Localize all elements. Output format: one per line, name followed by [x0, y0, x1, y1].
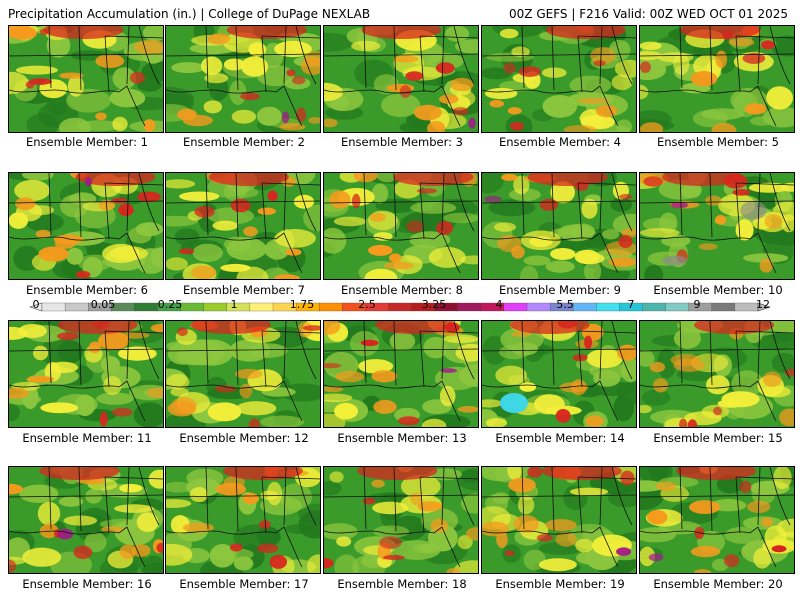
ensemble-member-label: Ensemble Member: 8	[341, 283, 463, 297]
precip-map	[166, 321, 320, 427]
ensemble-panel	[639, 25, 795, 133]
ensemble-member-label: Ensemble Member: 4	[499, 135, 621, 149]
ensemble-panel	[8, 466, 164, 574]
ensemble-panel	[481, 320, 637, 428]
precip-map	[482, 173, 636, 279]
legend-tick-label: 12	[756, 298, 770, 311]
legend-swatch	[596, 302, 620, 312]
precip-map	[640, 173, 794, 279]
ensemble-member-label: Ensemble Member: 16	[22, 577, 152, 591]
legend-tick-label: 7	[627, 298, 635, 311]
legend-tick-label: 4	[495, 298, 503, 311]
legend-tick-label: 1.75	[289, 298, 315, 311]
ensemble-panel	[639, 172, 795, 280]
ensemble-member-label: Ensemble Member: 15	[653, 431, 783, 445]
run-valid-time: 00Z GEFS | F216 Valid: 00Z WED OCT 01 20…	[509, 7, 788, 21]
ensemble-member-label: Ensemble Member: 10	[653, 283, 783, 297]
legend-swatch	[503, 302, 528, 312]
precip-map	[9, 467, 163, 573]
ensemble-panel	[8, 25, 164, 133]
ensemble-member-label: Ensemble Member: 11	[22, 431, 152, 445]
legend-tick-label: 0	[32, 298, 40, 311]
ensemble-panel	[165, 466, 321, 574]
legend-swatch	[665, 302, 690, 312]
precip-map	[324, 173, 478, 279]
ensemble-panel	[481, 172, 637, 280]
precip-map	[166, 26, 320, 132]
legend-swatch	[134, 302, 158, 312]
legend-tick-label: 3.25	[421, 298, 447, 311]
ensemble-member-label: Ensemble Member: 5	[657, 135, 779, 149]
precip-map	[640, 321, 794, 427]
ensemble-panel	[323, 320, 479, 428]
precip-map	[640, 467, 794, 573]
legend-swatch	[180, 302, 205, 312]
color-legend	[29, 302, 771, 312]
precip-map	[324, 321, 478, 427]
ensemble-panel	[323, 466, 479, 574]
precip-map	[324, 467, 478, 573]
ensemble-member-label: Ensemble Member: 17	[179, 577, 309, 591]
legend-swatch	[526, 302, 551, 312]
precip-map	[9, 321, 163, 427]
legend-tick-label: 1	[230, 298, 238, 311]
ensemble-member-label: Ensemble Member: 1	[26, 135, 148, 149]
legend-swatch	[734, 302, 759, 312]
ensemble-panel	[8, 172, 164, 280]
legend-swatch	[573, 302, 597, 312]
legend-right-arrow	[757, 302, 771, 312]
ensemble-member-label: Ensemble Member: 7	[183, 283, 305, 297]
ensemble-panel	[639, 320, 795, 428]
legend-swatch	[64, 302, 89, 312]
ensemble-panel	[8, 320, 164, 428]
precip-map	[9, 26, 163, 132]
precip-map	[166, 467, 320, 573]
precip-map	[9, 173, 163, 279]
legend-swatch	[249, 302, 274, 312]
precip-map	[482, 321, 636, 427]
legend-tick-label: 0.25	[157, 298, 183, 311]
legend-swatch	[41, 302, 66, 312]
ensemble-member-label: Ensemble Member: 9	[499, 283, 621, 297]
ensemble-panel	[165, 320, 321, 428]
ensemble-panel	[323, 25, 479, 133]
ensemble-member-label: Ensemble Member: 20	[653, 577, 783, 591]
legend-tick-label: 9	[693, 298, 701, 311]
ensemble-panel	[481, 466, 637, 574]
ensemble-member-label: Ensemble Member: 18	[337, 577, 467, 591]
precip-map	[482, 467, 636, 573]
legend-swatch	[203, 302, 228, 312]
ensemble-member-label: Ensemble Member: 13	[337, 431, 467, 445]
ensemble-member-label: Ensemble Member: 6	[26, 283, 148, 297]
chart-title: Precipitation Accumulation (in.) | Colle…	[8, 7, 371, 21]
ensemble-member-label: Ensemble Member: 2	[183, 135, 305, 149]
ensemble-panel	[639, 466, 795, 574]
precip-map	[166, 173, 320, 279]
precip-map	[324, 26, 478, 132]
ensemble-panel	[323, 172, 479, 280]
legend-tick-label: 2.5	[358, 298, 376, 311]
ensemble-member-label: Ensemble Member: 14	[495, 431, 625, 445]
precip-map	[640, 26, 794, 132]
legend-swatch	[711, 302, 736, 312]
precip-map	[482, 26, 636, 132]
ensemble-member-label: Ensemble Member: 3	[341, 135, 463, 149]
legend-swatch	[642, 302, 667, 312]
legend-tick-label: 0.05	[90, 298, 116, 311]
legend-swatch	[388, 302, 413, 312]
legend-swatch	[319, 302, 343, 312]
ensemble-panel	[165, 25, 321, 133]
legend-tick-label: 5.5	[556, 298, 574, 311]
legend-swatch	[457, 302, 482, 312]
ensemble-panel	[165, 172, 321, 280]
ensemble-panel	[481, 25, 637, 133]
ensemble-member-label: Ensemble Member: 19	[495, 577, 625, 591]
ensemble-member-label: Ensemble Member: 12	[179, 431, 309, 445]
